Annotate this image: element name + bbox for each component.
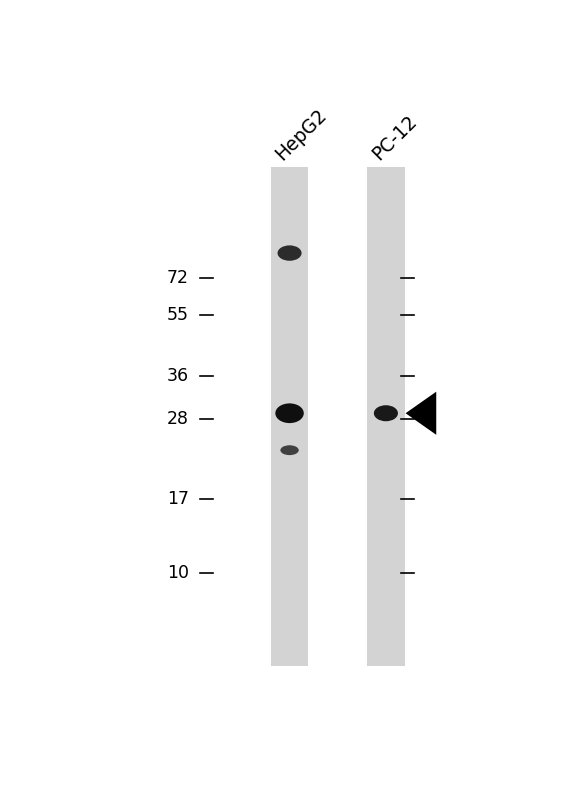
Text: PC-12: PC-12 [368, 112, 420, 164]
Text: 36: 36 [167, 367, 189, 386]
Text: HepG2: HepG2 [272, 105, 331, 164]
Text: 55: 55 [167, 306, 189, 324]
Ellipse shape [280, 446, 299, 455]
Polygon shape [406, 392, 436, 435]
Bar [271, 167, 308, 666]
Text: 10: 10 [167, 565, 189, 582]
Bar [367, 167, 405, 666]
Ellipse shape [277, 246, 302, 261]
Text: 28: 28 [167, 410, 189, 429]
Text: 72: 72 [167, 269, 189, 286]
Ellipse shape [374, 406, 398, 422]
Text: 17: 17 [167, 490, 189, 509]
Ellipse shape [275, 403, 304, 423]
